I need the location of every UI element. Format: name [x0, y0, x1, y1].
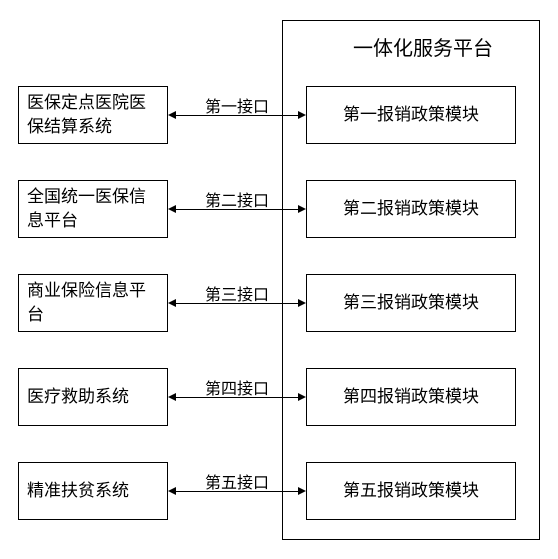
left-node-4: 精准扶贫系统 — [18, 462, 168, 520]
edge-label-4: 第五接口 — [168, 469, 306, 493]
left-node-0: 医保定点医院医保结算系统 — [18, 86, 168, 144]
edge-label-2: 第三接口 — [168, 281, 306, 305]
right-node-3: 第四报销政策模块 — [306, 368, 516, 426]
right-node-2: 第三报销政策模块 — [306, 274, 516, 332]
right-node-4: 第五报销政策模块 — [306, 462, 516, 520]
right-node-1: 第二报销政策模块 — [306, 180, 516, 238]
edge-label-0: 第一接口 — [168, 93, 306, 117]
left-node-1: 全国统一医保信息平台 — [18, 180, 168, 238]
edge-label-1: 第二接口 — [168, 187, 306, 211]
left-node-2: 商业保险信息平台 — [18, 274, 168, 332]
edge-label-3: 第四接口 — [168, 375, 306, 399]
right-node-0: 第一报销政策模块 — [306, 86, 516, 144]
platform-title: 一体化服务平台 — [333, 32, 513, 61]
left-node-3: 医疗救助系统 — [18, 368, 168, 426]
